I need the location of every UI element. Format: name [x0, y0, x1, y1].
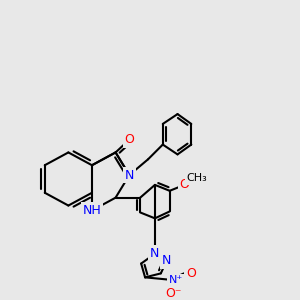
Text: CH₃: CH₃: [187, 173, 208, 183]
Text: O: O: [124, 133, 134, 146]
Text: O: O: [179, 178, 189, 191]
Text: N: N: [150, 247, 160, 260]
Text: NH: NH: [82, 204, 101, 217]
Text: O⁻: O⁻: [165, 286, 182, 300]
Text: O: O: [186, 267, 196, 280]
Text: N: N: [125, 169, 134, 182]
Text: N: N: [162, 254, 171, 267]
Text: N⁺: N⁺: [168, 275, 183, 285]
